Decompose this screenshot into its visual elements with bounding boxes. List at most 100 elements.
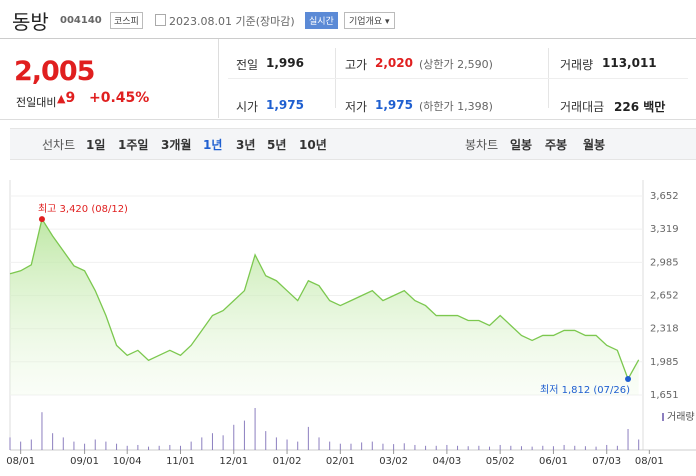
volume-bar [158, 445, 160, 450]
volume-bar [30, 439, 32, 450]
x-tick-label: 09/01 [70, 456, 99, 467]
x-tick-label: 05/02 [486, 456, 515, 467]
item-label: 저가 [345, 100, 368, 114]
volume-bar [510, 445, 512, 450]
volume-bar [435, 445, 437, 450]
volume-bar [467, 446, 469, 450]
volume-bar [190, 441, 192, 450]
volume-bar [563, 444, 565, 450]
volume-bar [627, 429, 629, 450]
volume-bar [638, 439, 640, 450]
change: ▲9 [57, 90, 75, 106]
item-value: 1,996 [266, 56, 304, 70]
item-value: 113,011 [602, 56, 657, 70]
volume-bar [531, 446, 533, 450]
volume-bar [318, 437, 320, 450]
item-note: (상한가 2,590) [419, 58, 493, 71]
realtime-button[interactable]: 실시간 [305, 12, 338, 29]
volume-bar [275, 437, 277, 450]
item-value: 2,020 [375, 56, 413, 70]
divider [218, 39, 219, 118]
volume-bar [243, 420, 245, 450]
volume-bar [84, 443, 86, 450]
x-tick-label: 12/01 [219, 456, 248, 467]
volume-bar [9, 437, 11, 450]
volume-bar [297, 441, 299, 450]
up-triangle: ▲ [57, 92, 66, 105]
calendar-icon [155, 14, 166, 26]
tab[interactable]: 일봉 [510, 138, 533, 152]
x-tick-label: 04/03 [432, 456, 461, 467]
volume-bar [211, 433, 213, 450]
x-tick-label: 02/01 [326, 456, 355, 467]
volume-bar [584, 446, 586, 450]
volume-bar [222, 435, 224, 450]
tab[interactable]: 1년 [203, 138, 223, 152]
tab[interactable]: 10년 [299, 138, 327, 152]
volume-bar [20, 441, 22, 450]
tab[interactable]: 1주일 [118, 138, 149, 152]
volume-bar [446, 444, 448, 450]
volume-bar [457, 445, 459, 450]
stock-code: 004140 [60, 15, 102, 26]
volume-bar [489, 446, 491, 450]
volume-bar [105, 441, 107, 450]
item-label: 전일 [236, 58, 259, 72]
tab[interactable]: 1일 [86, 138, 106, 152]
tab[interactable]: 월봉 [583, 138, 606, 152]
item-value: 1,975 [375, 98, 413, 112]
change-rate: +0.45% [89, 90, 150, 106]
tab-label: 봉차트 [465, 138, 499, 152]
tab[interactable]: 3개월 [161, 138, 192, 152]
x-tick-label: 08/01 [6, 456, 35, 467]
volume-bar [520, 446, 522, 450]
volume-bar [137, 444, 139, 450]
volume-bar [94, 439, 96, 450]
volume-bar [606, 444, 608, 450]
x-tick-label: 11/01 [166, 456, 195, 467]
y-tick-label: 3,652 [650, 191, 679, 202]
extreme-dot [38, 216, 45, 223]
volume-bar [552, 446, 554, 450]
change-label: 전일대비 [16, 96, 57, 109]
item-label: 고가 [345, 58, 368, 72]
y-tick-label: 2,985 [650, 257, 679, 268]
x-tick-label: 01/02 [273, 456, 302, 467]
overview-label: 기업개요 [349, 17, 383, 27]
divider [228, 78, 688, 79]
volume-bar [595, 446, 597, 450]
volume-bar [403, 443, 405, 450]
item-label: 거래대금 [560, 100, 605, 114]
y-tick-label: 1,651 [650, 390, 679, 401]
volume-bar [116, 443, 118, 450]
volume-bar [169, 444, 171, 450]
price-line [9, 217, 640, 381]
y-tick-label: 1,985 [650, 357, 679, 368]
volume-bar [73, 441, 75, 450]
tab-bar [10, 128, 696, 160]
x-tick-label: 03/02 [379, 456, 408, 467]
item-label: 시가 [236, 100, 259, 114]
item-note: (하한가 1,398) [419, 100, 493, 113]
volume-bar [393, 444, 395, 450]
overview-button[interactable]: 기업개요 ▾ [344, 12, 395, 29]
volume-bar [339, 443, 341, 450]
volume-bar [265, 431, 267, 450]
tab[interactable]: 주봉 [545, 138, 568, 152]
volume-bar [52, 433, 54, 450]
tab[interactable]: 5년 [267, 138, 287, 152]
tab[interactable]: 3년 [236, 138, 256, 152]
volume-bar [329, 441, 331, 450]
volume-bar [254, 408, 256, 450]
volume-bar [179, 445, 181, 450]
volume-bar [126, 445, 128, 450]
volume-bar [41, 412, 43, 450]
volume-bar [478, 445, 480, 450]
volume-bar [201, 437, 203, 450]
y-tick-label: 2,652 [650, 290, 679, 301]
x-tick-label: 10/04 [113, 456, 142, 467]
volume-bar [616, 445, 618, 450]
volume-legend: 거래량 [667, 411, 695, 423]
volume-bar [361, 442, 363, 450]
